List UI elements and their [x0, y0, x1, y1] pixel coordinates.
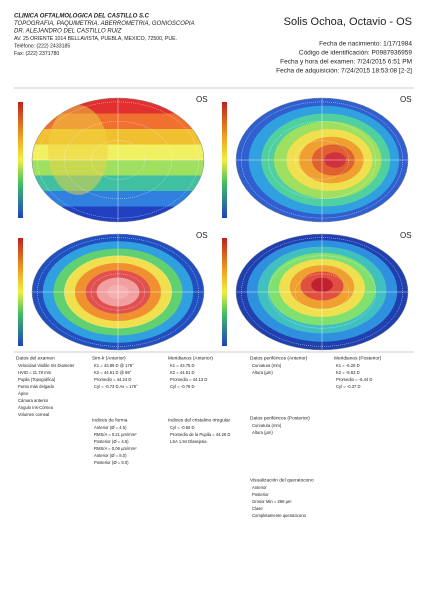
panel-line: Grosor Min = 268 µm	[252, 499, 292, 504]
topography-map	[236, 234, 408, 350]
color-scale	[222, 102, 227, 218]
panel-line: Promedio = -6.44 D	[336, 377, 372, 382]
panel-title: Visualización del queratocono	[250, 477, 314, 483]
panel-title: Datos periféricos (Anterior)	[250, 355, 308, 361]
panel-title: Indices del cristalino irregular	[168, 417, 231, 423]
panel-line: Clase	[252, 506, 263, 511]
panel-line: Cyl = -0.37 D	[336, 384, 361, 389]
map-eye-label: OS	[400, 231, 412, 240]
panel-title: Datos periféricos (Posterior)	[250, 415, 310, 421]
panel-line: Promedio = 44.24 D	[94, 377, 131, 382]
color-scale	[222, 238, 227, 346]
panel-line: Curvatura (mm)	[252, 363, 282, 368]
panel-line: RMS/A = 0.21 µm/mm²	[94, 432, 137, 437]
panel-title: Sim-k (Anterior)	[92, 355, 126, 361]
map-eye-label: OS	[196, 231, 208, 240]
panel-line: Posterior	[252, 492, 269, 497]
panel-line: K2 = -6.63 D	[336, 370, 360, 375]
panel-line: Anterior (Ø = 8.0)	[94, 453, 127, 458]
panel-line: Posterior (Ø = 4.5)	[94, 439, 129, 444]
map-border	[31, 97, 205, 223]
panel-title: Indices de forma	[92, 417, 128, 423]
map-border	[235, 233, 409, 351]
panel-line: Altura (µm)	[252, 370, 273, 375]
panel-line: Promedio = 44.13 D	[170, 377, 207, 382]
panel-title: Datos del examen	[16, 355, 55, 361]
clinic-line: AV. 25 ORIENTE 1014 BELLAVISTA, PUEBLA, …	[14, 36, 177, 42]
color-scale	[18, 102, 23, 218]
panel-line: Anterior (Ø = 4.5)	[94, 425, 127, 430]
panel-line: Punto más delgado	[18, 384, 55, 389]
patient-detail: Código de identificación: P0987936959	[299, 50, 413, 57]
panel-line: LSA 1.94 Dlasepsia	[170, 439, 207, 444]
clinic-line: Teléfono: (222) 2433185	[14, 43, 70, 49]
panel-title: Meridianos (Posterior)	[334, 355, 382, 361]
color-scale	[18, 238, 23, 346]
topography-map	[32, 98, 204, 222]
panel-line: RMS/A = 0.06 µm/mm²	[94, 446, 137, 451]
map-border	[235, 97, 409, 223]
panel-line: K2 = 44.51 D	[170, 370, 195, 375]
panel-line: Posterior (Ø = 8.0)	[94, 460, 129, 465]
patient-detail: Fecha de adquisición: 7/24/2015 18:53:08…	[276, 68, 412, 75]
clinic-line: CLINICA OFTALMOLOGICA DEL CASTILLO S.C	[14, 14, 150, 20]
panel-line: Anterior	[252, 485, 267, 490]
patient-detail: Fecha de nacimiento: 1/17/1984	[319, 41, 412, 48]
panel-line: K1 = 43.75 D	[170, 363, 195, 368]
clinic-line: TOPOGRAFIA, PAQUIMETRIA, ABERROMETRIA, G…	[14, 21, 195, 27]
panel-title: Meridianos (Anterior)	[168, 355, 213, 361]
map-border	[31, 233, 205, 351]
topography-map	[32, 234, 204, 350]
panel-line: Promedio de la Pupila = 44.26 D	[170, 432, 230, 437]
map-color	[48, 105, 108, 195]
panel-line: Cyl = -0.76 D	[170, 384, 195, 389]
panel-line: Completamente queratocono	[252, 513, 307, 518]
topography-map	[236, 98, 408, 222]
patient-detail: Fecha y hora del examen: 7/24/2015 6:51 …	[280, 59, 412, 66]
patient-name: Solis Ochoa, Octavio - OS	[284, 16, 412, 28]
clinic-line: Fax: (222) 2371780	[14, 51, 59, 57]
map-eye-label: OS	[196, 95, 208, 104]
panel-line: Cyl = -0.60 D	[170, 425, 195, 430]
panel-line: Altura (µm)	[252, 430, 273, 435]
panel-line: K2 = 44.61 D @ 86°	[94, 370, 132, 375]
panel-line: K1 = -6.26 D	[336, 363, 360, 368]
map-eye-label: OS	[400, 95, 412, 104]
panel-line: Cyl = -0.73 D Ax = 176°	[94, 384, 138, 389]
panel-line: Velocidad Visible Iris Diameter	[18, 363, 75, 368]
panel-line: Cámara anterior	[18, 398, 49, 403]
panel-line: Volumen corneal	[18, 412, 49, 417]
panel-line: Ángulo Iris-Córnea	[18, 405, 54, 410]
clinic-line: DR. ALEJANDRO DEL CASTILLO RUIZ	[14, 29, 122, 35]
panel-line: Pupila (Topográfica)	[18, 377, 56, 382]
panel-line: Ápice	[18, 391, 29, 396]
panel-line: Curvatura (mm)	[252, 423, 282, 428]
panel-line: K1 = 43.89 D @ 176°	[94, 363, 134, 368]
panel-line: HVID = 11.78 mm	[18, 370, 52, 375]
